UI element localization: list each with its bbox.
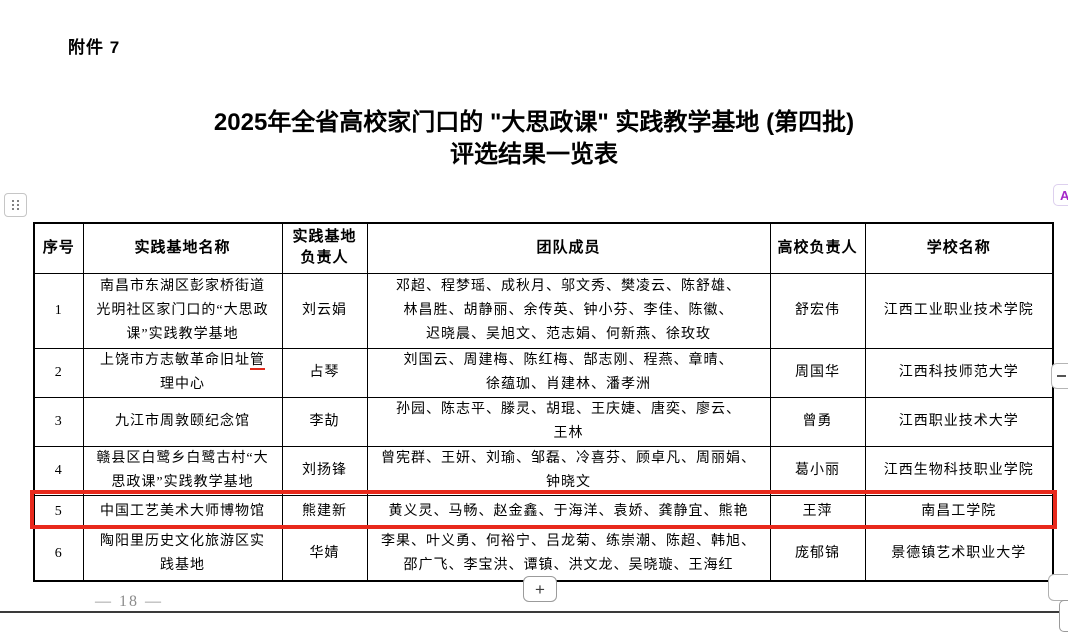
- members-cell: 孙园、陈志平、滕灵、胡琨、王庆婕、唐奕、廖云、 王林: [366, 396, 771, 447]
- page-number: — 18 —: [95, 593, 163, 610]
- university-leader-cell: 曾勇: [769, 396, 866, 447]
- page-divider: [0, 611, 1068, 613]
- row-number-cell: 3: [33, 396, 84, 447]
- base-leader-cell: 占琴: [281, 347, 368, 398]
- members-cell: 黄义灵、马畅、赵金鑫、于海洋、袁娇、龚静宜、熊艳: [366, 494, 771, 529]
- row-number-cell: 6: [33, 527, 84, 582]
- base-name-cell: 陶阳里历史文化旅游区实 践基地: [82, 527, 283, 582]
- floating-font-button[interactable]: A: [1053, 184, 1068, 206]
- university-leader-cell: 舒宏伟: [769, 272, 866, 349]
- base-leader-cell: 刘扬锋: [281, 445, 368, 496]
- school-cell: 江西工业职业技术学院: [864, 272, 1054, 349]
- row-number-cell: 5: [33, 494, 84, 529]
- floating-bottom-right-button[interactable]: [1048, 574, 1068, 601]
- school-cell: 江西生物科技职业学院: [864, 445, 1054, 496]
- base-name-cell: 上饶市方志敏革命旧址管 理中心: [82, 347, 283, 398]
- table-row: 6 陶阳里历史文化旅游区实 践基地 华婧 李果、叶义勇、何裕宁、吕龙菊、练崇潮、陈超、…: [33, 527, 1054, 582]
- base-name-cell: 九江市周敦颐纪念馆: [82, 396, 283, 447]
- base-leader-cell: 华婧: [281, 527, 368, 582]
- table-row: 2 上饶市方志敏革命旧址管 理中心 占琴 刘国云、周建梅、陈红梅、郜志刚、程燕、章晴、…: [33, 347, 1054, 398]
- row-number-cell: 2: [33, 347, 84, 398]
- floating-side-button[interactable]: [1051, 363, 1068, 389]
- school-cell: 江西科技师范大学: [864, 347, 1054, 398]
- grid-dots-icon: [12, 200, 19, 210]
- table-move-handle-icon[interactable]: [4, 193, 27, 217]
- base-leader-cell: 熊建新: [281, 494, 368, 529]
- column-header: 实践基地 负责人: [281, 222, 368, 274]
- document-title: 2025年全省高校家门口的 "大思政课" 实践教学基地 (第四批) 评选结果一览…: [0, 107, 1068, 171]
- base-name-cell: 南昌市东湖区彭家桥街道 光明社区家门口的“大思政 课”实践教学基地: [82, 272, 283, 349]
- table-row: 3 九江市周敦颐纪念馆 李劼 孙园、陈志平、滕灵、胡琨、王庆婕、唐奕、廖云、 王林 曾勇…: [33, 396, 1054, 447]
- school-cell: 南昌工学院: [864, 494, 1054, 529]
- university-leader-cell: 周国华: [769, 347, 866, 398]
- university-leader-cell: 王萍: [769, 494, 866, 529]
- column-header: 高校负责人: [769, 222, 866, 274]
- table-row-highlighted: 5 中国工艺美术大师博物馆 熊建新 黄义灵、马畅、赵金鑫、于海洋、袁娇、龚静宜、熊艳王…: [33, 494, 1054, 529]
- members-cell: 刘国云、周建梅、陈红梅、郜志刚、程燕、章晴、 徐蕴珈、肖建林、潘孝洲: [366, 347, 771, 398]
- university-leader-cell: 葛小丽: [769, 445, 866, 496]
- base-leader-cell: 李劼: [281, 396, 368, 447]
- members-cell: 邓超、程梦瑶、成秋月、邬文秀、樊凌云、陈舒雄、 林昌胜、胡静丽、余传英、钟小芬、…: [366, 272, 771, 349]
- base-leader-cell: 刘云娟: [281, 272, 368, 349]
- floating-bottom-right-button-2[interactable]: [1059, 600, 1068, 632]
- column-header: 实践基地名称: [82, 222, 283, 274]
- insert-row-button[interactable]: +: [523, 576, 557, 602]
- column-header: 序号: [33, 222, 84, 274]
- row-number-cell: 4: [33, 445, 84, 496]
- university-leader-cell: 庞郁锦: [769, 527, 866, 582]
- row-number-cell: 1: [33, 272, 84, 349]
- table-header-row: 序号 实践基地名称 实践基地 负责人 团队成员 高校负责人 学校名称: [33, 222, 1054, 274]
- table-row: 1 南昌市东湖区彭家桥街道 光明社区家门口的“大思政 课”实践教学基地 刘云娟 邓超、…: [33, 272, 1054, 349]
- base-name-cell: 赣县区白鹭乡白鹭古村“大 思政课”实践教学基地: [82, 445, 283, 496]
- members-cell: 李果、叶义勇、何裕宁、吕龙菊、练崇潮、陈超、韩旭、 邵广飞、李宝洪、谭镇、洪文龙…: [366, 527, 771, 582]
- members-cell: 曾宪群、王妍、刘瑜、邹磊、冷喜芬、顾卓凡、周丽娟、 钟晓文: [366, 445, 771, 496]
- results-table: 序号 实践基地名称 实践基地 负责人 团队成员 高校负责人 学校名称 1 南昌市东湖区彭家桥…: [33, 222, 1054, 582]
- school-cell: 景德镇艺术职业大学: [864, 527, 1054, 582]
- dash-icon: [1057, 375, 1066, 377]
- title-line-2: 评选结果一览表: [450, 141, 618, 168]
- title-line-1: 2025年全省高校家门口的 "大思政课" 实践教学基地 (第四批): [213, 109, 855, 136]
- column-header: 学校名称: [864, 222, 1054, 274]
- base-name-cell: 中国工艺美术大师博物馆: [82, 494, 283, 529]
- column-header: 团队成员: [366, 222, 771, 274]
- attachment-label: 附件 7: [68, 38, 121, 57]
- table-row: 4 赣县区白鹭乡白鹭古村“大 思政课”实践教学基地 刘扬锋 曾宪群、王妍、刘瑜、邹磊、…: [33, 445, 1054, 496]
- school-cell: 江西职业技术大学: [864, 396, 1054, 447]
- proofread-underline: 管: [250, 352, 265, 370]
